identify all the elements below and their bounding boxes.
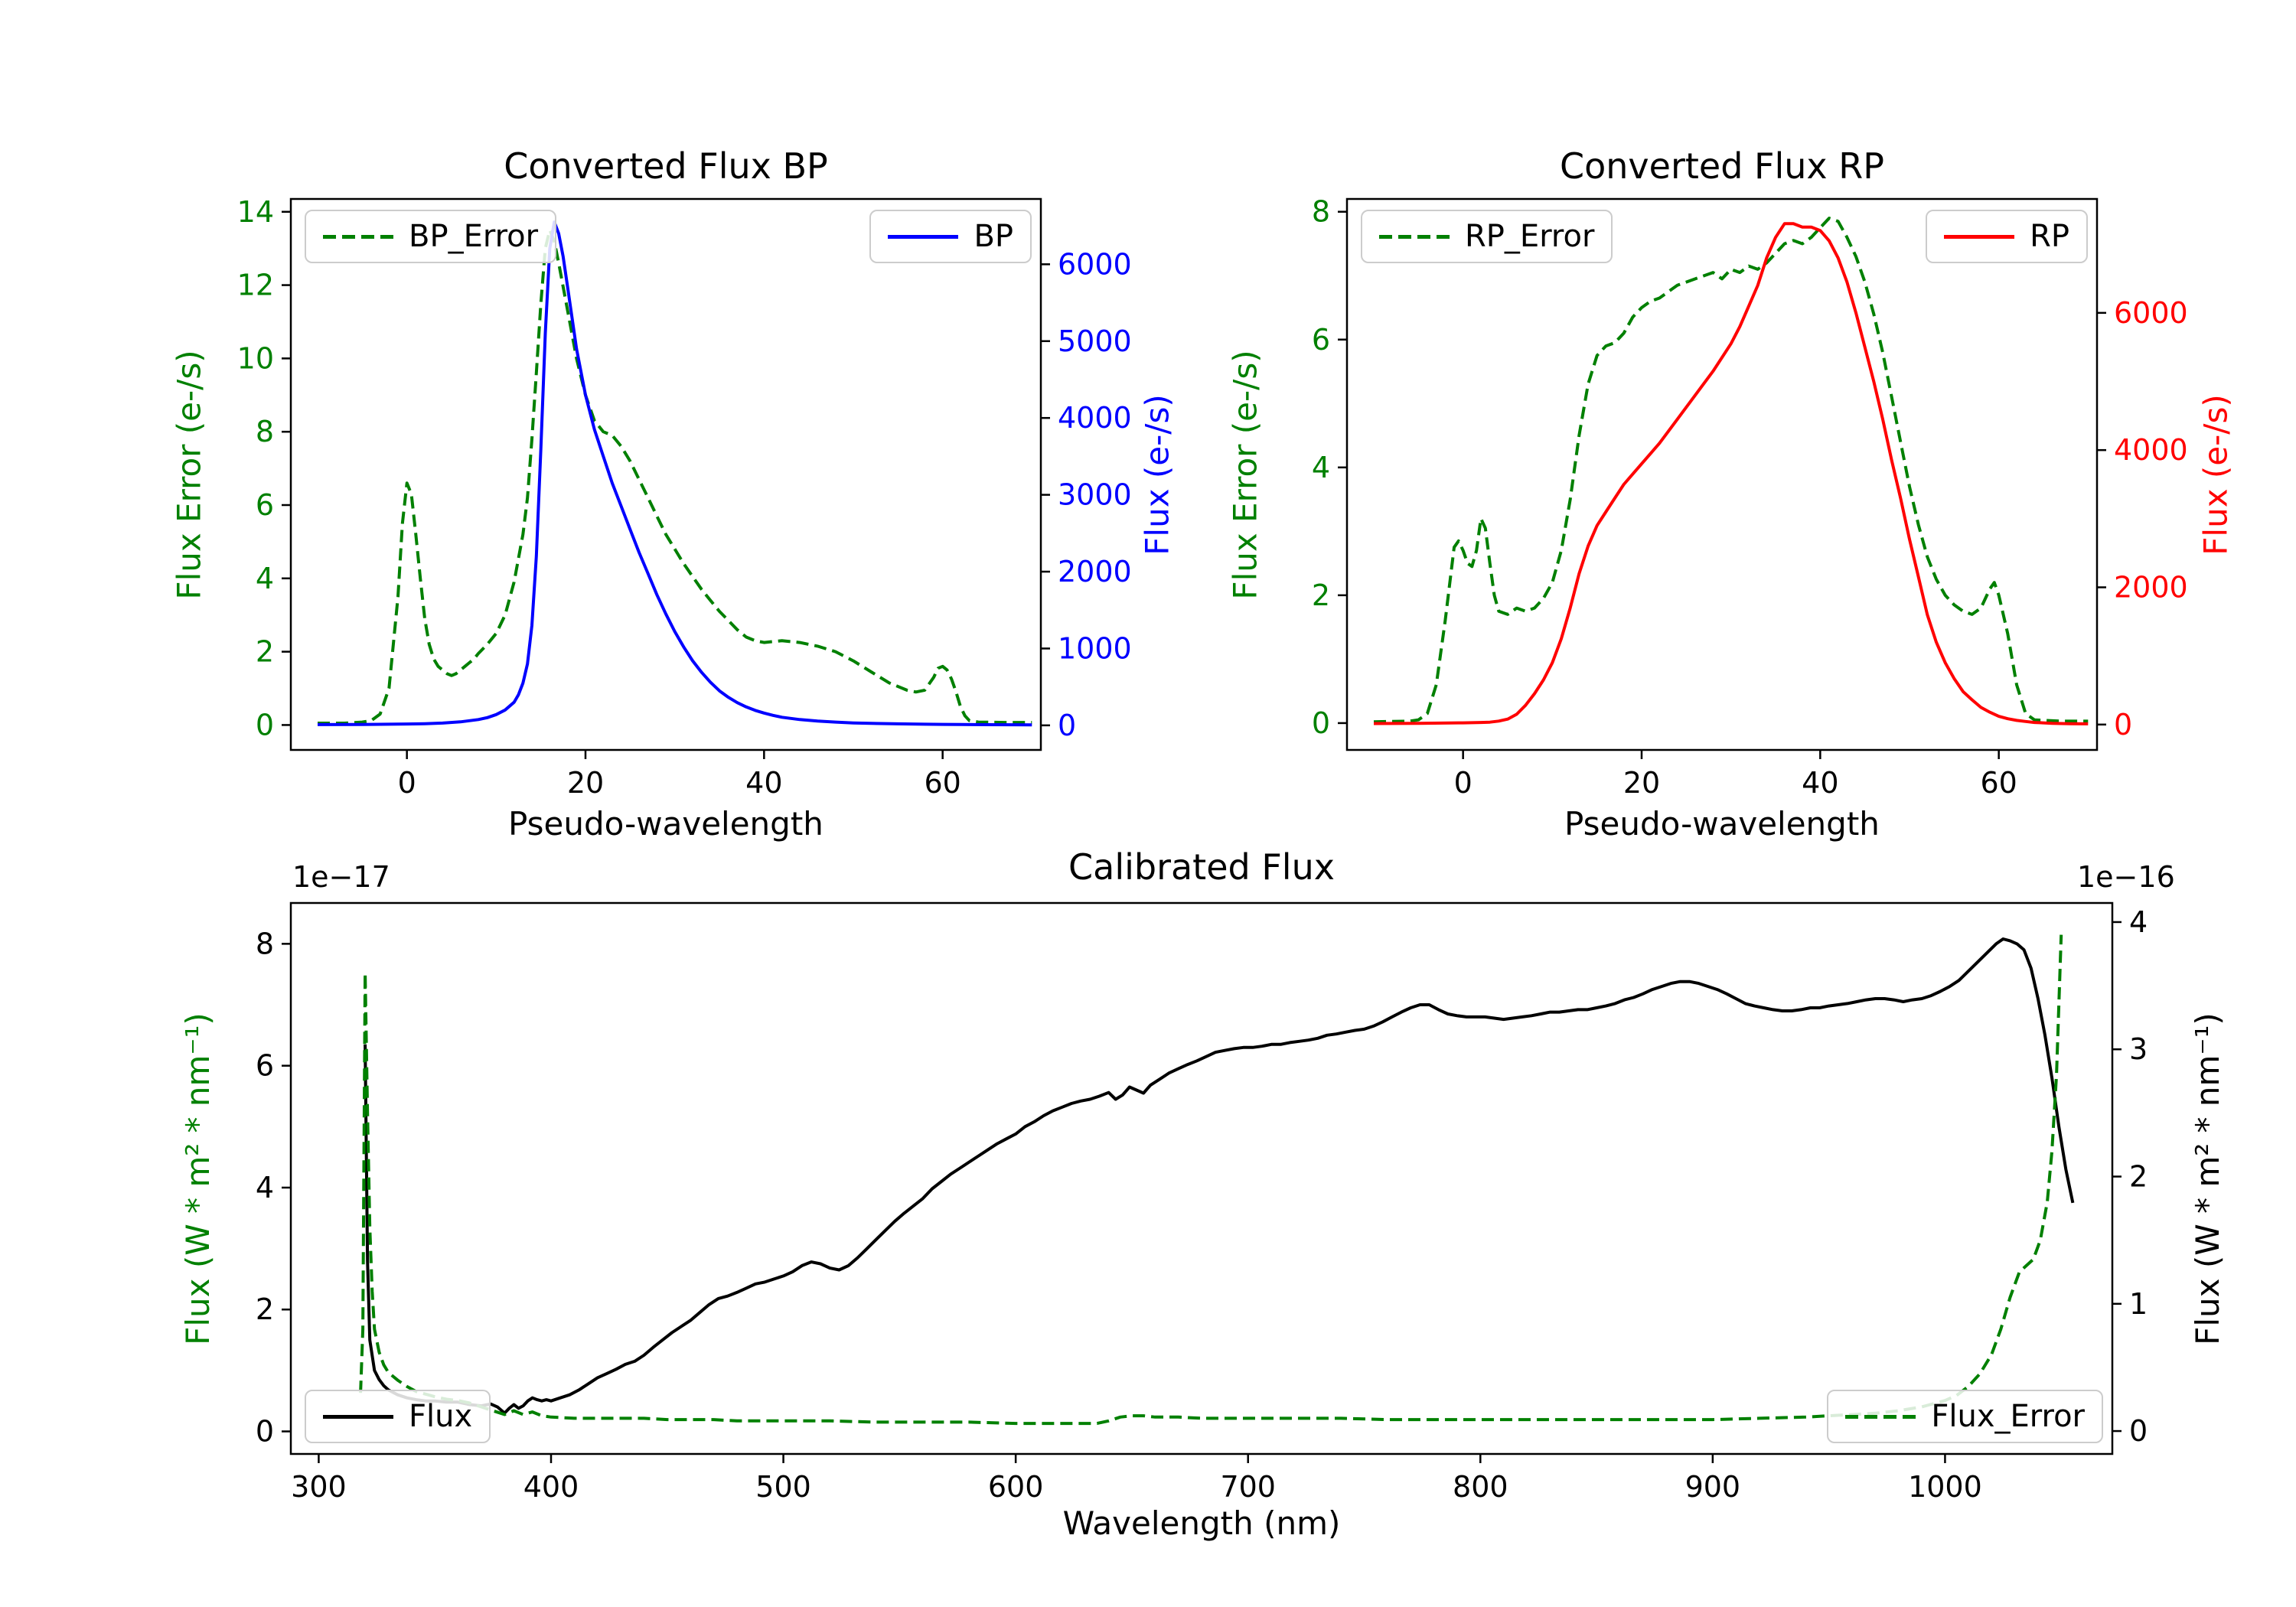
y-tick-label: 0 <box>1058 709 1076 742</box>
cal-right-yaxis-label-text: Flux (W * m² * nm⁻¹) <box>2188 1012 2226 1345</box>
y-tick-label: 1000 <box>1058 631 1132 665</box>
y-tick-label: 6 <box>1312 323 1330 357</box>
y-tick-label: 2 <box>1312 579 1330 612</box>
x-tick-label: 40 <box>745 766 782 800</box>
y-tick-label: 2000 <box>1058 555 1132 588</box>
x-tick-label: 20 <box>567 766 604 800</box>
x-tick-label: 900 <box>1685 1470 1741 1504</box>
x-tick-label: 300 <box>291 1470 347 1504</box>
y-tick-label: 4 <box>2129 905 2148 939</box>
rp-right-yaxis-label-text: Flux (e-/s) <box>2197 393 2235 556</box>
y-tick-label: 0 <box>2129 1414 2148 1448</box>
y-tick-label: 3000 <box>1058 478 1132 512</box>
series-Flux <box>364 937 2075 1415</box>
y-tick-label: 6 <box>256 1049 274 1083</box>
legend-bp-error: BP_Error <box>305 210 557 263</box>
legend-bp-error-line-sample <box>323 234 393 239</box>
series-BP <box>317 220 1032 727</box>
legend-rp-line-sample <box>1944 234 2015 239</box>
y-tick-label: 3 <box>2129 1032 2148 1066</box>
legend-rp-error: RP_Error <box>1361 210 1613 263</box>
x-tick-label: 60 <box>924 766 960 800</box>
rp-plot-title: Converted Flux RP <box>1560 145 1884 187</box>
cal-left-scale-offset: 1e−17 <box>292 860 390 894</box>
legend-rp: RP <box>1926 210 2088 263</box>
x-tick-label: 60 <box>1980 766 2017 800</box>
x-tick-label: 0 <box>398 766 416 800</box>
x-tick-label: 500 <box>755 1470 811 1504</box>
bp-plot-title: Converted Flux BP <box>504 145 828 187</box>
series-RP <box>1373 222 2089 725</box>
y-tick-label: 2000 <box>2114 570 2188 604</box>
legend-bp: BP <box>869 210 1032 263</box>
y-tick-label: 2 <box>256 635 274 669</box>
cal-xaxis-label: Wavelength (nm) <box>1062 1504 1341 1542</box>
y-tick-label: 6000 <box>1058 247 1132 281</box>
y-tick-label: 0 <box>256 708 274 742</box>
y-tick-label: 4 <box>256 562 274 595</box>
bp-axes-frame <box>289 197 1042 751</box>
y-tick-label: 0 <box>2114 708 2132 742</box>
x-tick-label: 40 <box>1802 766 1838 800</box>
y-tick-label: 8 <box>256 415 274 448</box>
legend-rp-error-line-sample <box>1379 234 1450 239</box>
y-tick-label: 4 <box>256 1171 274 1204</box>
calibrated-plot-title: Calibrated Flux <box>1068 846 1335 888</box>
cal-left-yaxis-label-text: Flux (W * m² * nm⁻¹) <box>178 1012 217 1345</box>
y-tick-label: 5000 <box>1058 324 1132 358</box>
x-tick-label: 20 <box>1623 766 1660 800</box>
legend-rp-label: RP <box>2030 219 2069 254</box>
series-RP_Error <box>1373 217 2089 724</box>
rp-left-yaxis-label-text: Flux Error (e-/s) <box>1226 349 1264 600</box>
series-BP_Error <box>318 228 1032 725</box>
rp-axes-frame <box>1345 197 2099 751</box>
y-tick-label: 8 <box>256 927 274 960</box>
bp-right-yaxis-label-text: Flux (e-/s) <box>1138 393 1176 556</box>
y-tick-label: 14 <box>237 195 274 229</box>
legend-flux-error-line-sample <box>1845 1414 1916 1419</box>
cal-axes-frame <box>289 901 2114 1455</box>
legend-bp-line-sample <box>888 234 959 239</box>
y-tick-label: 6000 <box>2114 296 2188 330</box>
x-tick-label: 800 <box>1453 1470 1508 1504</box>
x-tick-label: 600 <box>988 1470 1044 1504</box>
legend-rp-error-label: RP_Error <box>1465 219 1595 254</box>
legend-flux: Flux <box>305 1390 491 1443</box>
x-tick-label: 0 <box>1454 766 1473 800</box>
bp-xaxis-label: Pseudo-wavelength <box>508 805 823 843</box>
y-tick-label: 0 <box>1312 706 1330 740</box>
cal-right-scale-offset: 1e−16 <box>2077 860 2175 894</box>
y-tick-label: 4 <box>1312 451 1330 484</box>
legend-flux-line-sample <box>323 1414 393 1419</box>
y-tick-label: 12 <box>237 269 274 302</box>
x-tick-label: 1000 <box>1908 1470 1982 1504</box>
y-tick-label: 0 <box>256 1415 274 1449</box>
legend-bp-label: BP <box>974 219 1013 254</box>
bp-left-yaxis-label-text: Flux Error (e-/s) <box>170 349 208 600</box>
legend-flux-error-label: Flux_Error <box>1931 1399 2085 1434</box>
y-tick-label: 4000 <box>2114 433 2188 467</box>
y-tick-label: 2 <box>256 1292 274 1326</box>
y-tick-label: 2 <box>2129 1160 2148 1194</box>
legend-flux-error: Flux_Error <box>1827 1390 2103 1443</box>
y-tick-label: 10 <box>237 341 274 375</box>
rp-xaxis-label: Pseudo-wavelength <box>1564 805 1880 843</box>
y-tick-label: 8 <box>1312 195 1330 229</box>
y-tick-label: 4000 <box>1058 401 1132 435</box>
x-tick-label: 400 <box>523 1470 579 1504</box>
x-tick-label: 700 <box>1220 1470 1276 1504</box>
legend-bp-error-label: BP_Error <box>409 219 539 254</box>
legend-flux-label: Flux <box>409 1399 473 1434</box>
y-tick-label: 1 <box>2129 1287 2148 1321</box>
y-tick-label: 6 <box>256 488 274 522</box>
